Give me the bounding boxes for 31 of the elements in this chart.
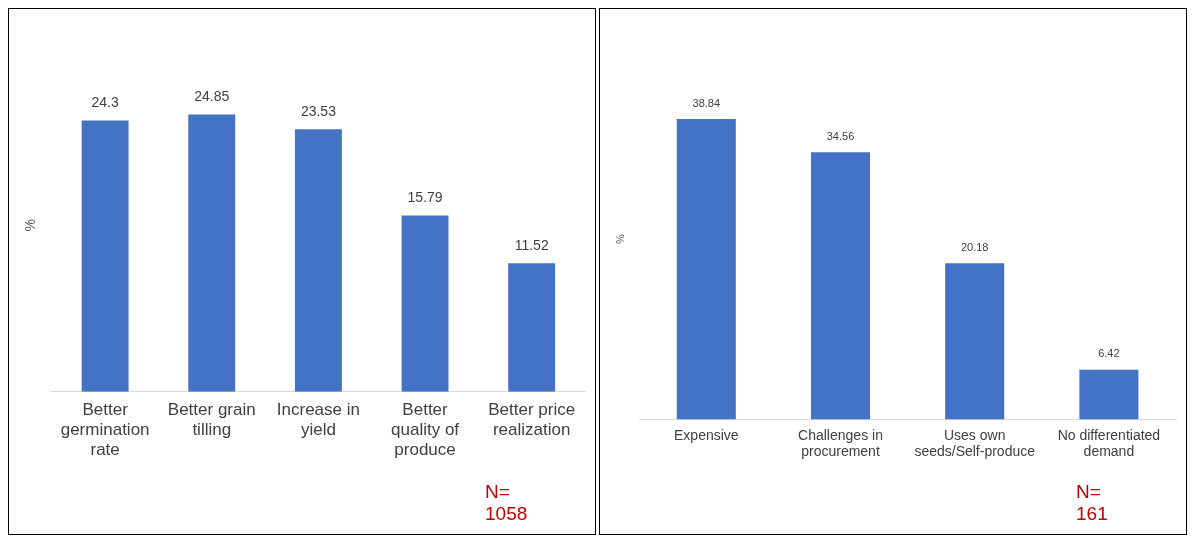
bar bbox=[945, 263, 1005, 420]
x-tick-label: Uses own seeds/Self-produce bbox=[914, 426, 1036, 460]
x-tick-label: Challenges in procurement bbox=[798, 426, 883, 460]
data-label: 24.3 bbox=[91, 94, 119, 111]
x-tick-label: Expensive bbox=[674, 426, 739, 443]
data-label: 11.52 bbox=[514, 237, 549, 254]
text: N= 1058 bbox=[485, 481, 529, 525]
data-label: 6.42 bbox=[1098, 347, 1120, 360]
x-tick-label: Better price realization bbox=[488, 399, 576, 440]
bar bbox=[81, 120, 129, 392]
y-axis-title: % bbox=[22, 219, 39, 232]
bar bbox=[188, 114, 236, 392]
text: N= 161 bbox=[1076, 481, 1109, 525]
x-tick-label: Increase in yield bbox=[276, 399, 360, 440]
data-label: 38.84 bbox=[692, 96, 721, 109]
bar bbox=[294, 129, 342, 392]
bar bbox=[401, 215, 449, 392]
x-tick-label: No differentiated demand bbox=[1057, 426, 1161, 460]
y-axis-title: % bbox=[613, 234, 626, 245]
bar bbox=[508, 263, 556, 392]
x-tick-label: Better grain tilling bbox=[167, 399, 256, 440]
x-tick-label: Better germination rate bbox=[60, 399, 150, 460]
bar bbox=[1079, 369, 1139, 420]
data-label: 24.85 bbox=[194, 88, 230, 105]
data-label: 34.56 bbox=[826, 129, 855, 142]
data-label: 23.53 bbox=[300, 103, 337, 120]
data-label: 20.18 bbox=[960, 240, 989, 253]
x-tick-label: Better quality of produce bbox=[391, 399, 460, 460]
data-label: 15.79 bbox=[407, 189, 443, 206]
bar bbox=[676, 119, 736, 420]
bar bbox=[810, 152, 871, 420]
